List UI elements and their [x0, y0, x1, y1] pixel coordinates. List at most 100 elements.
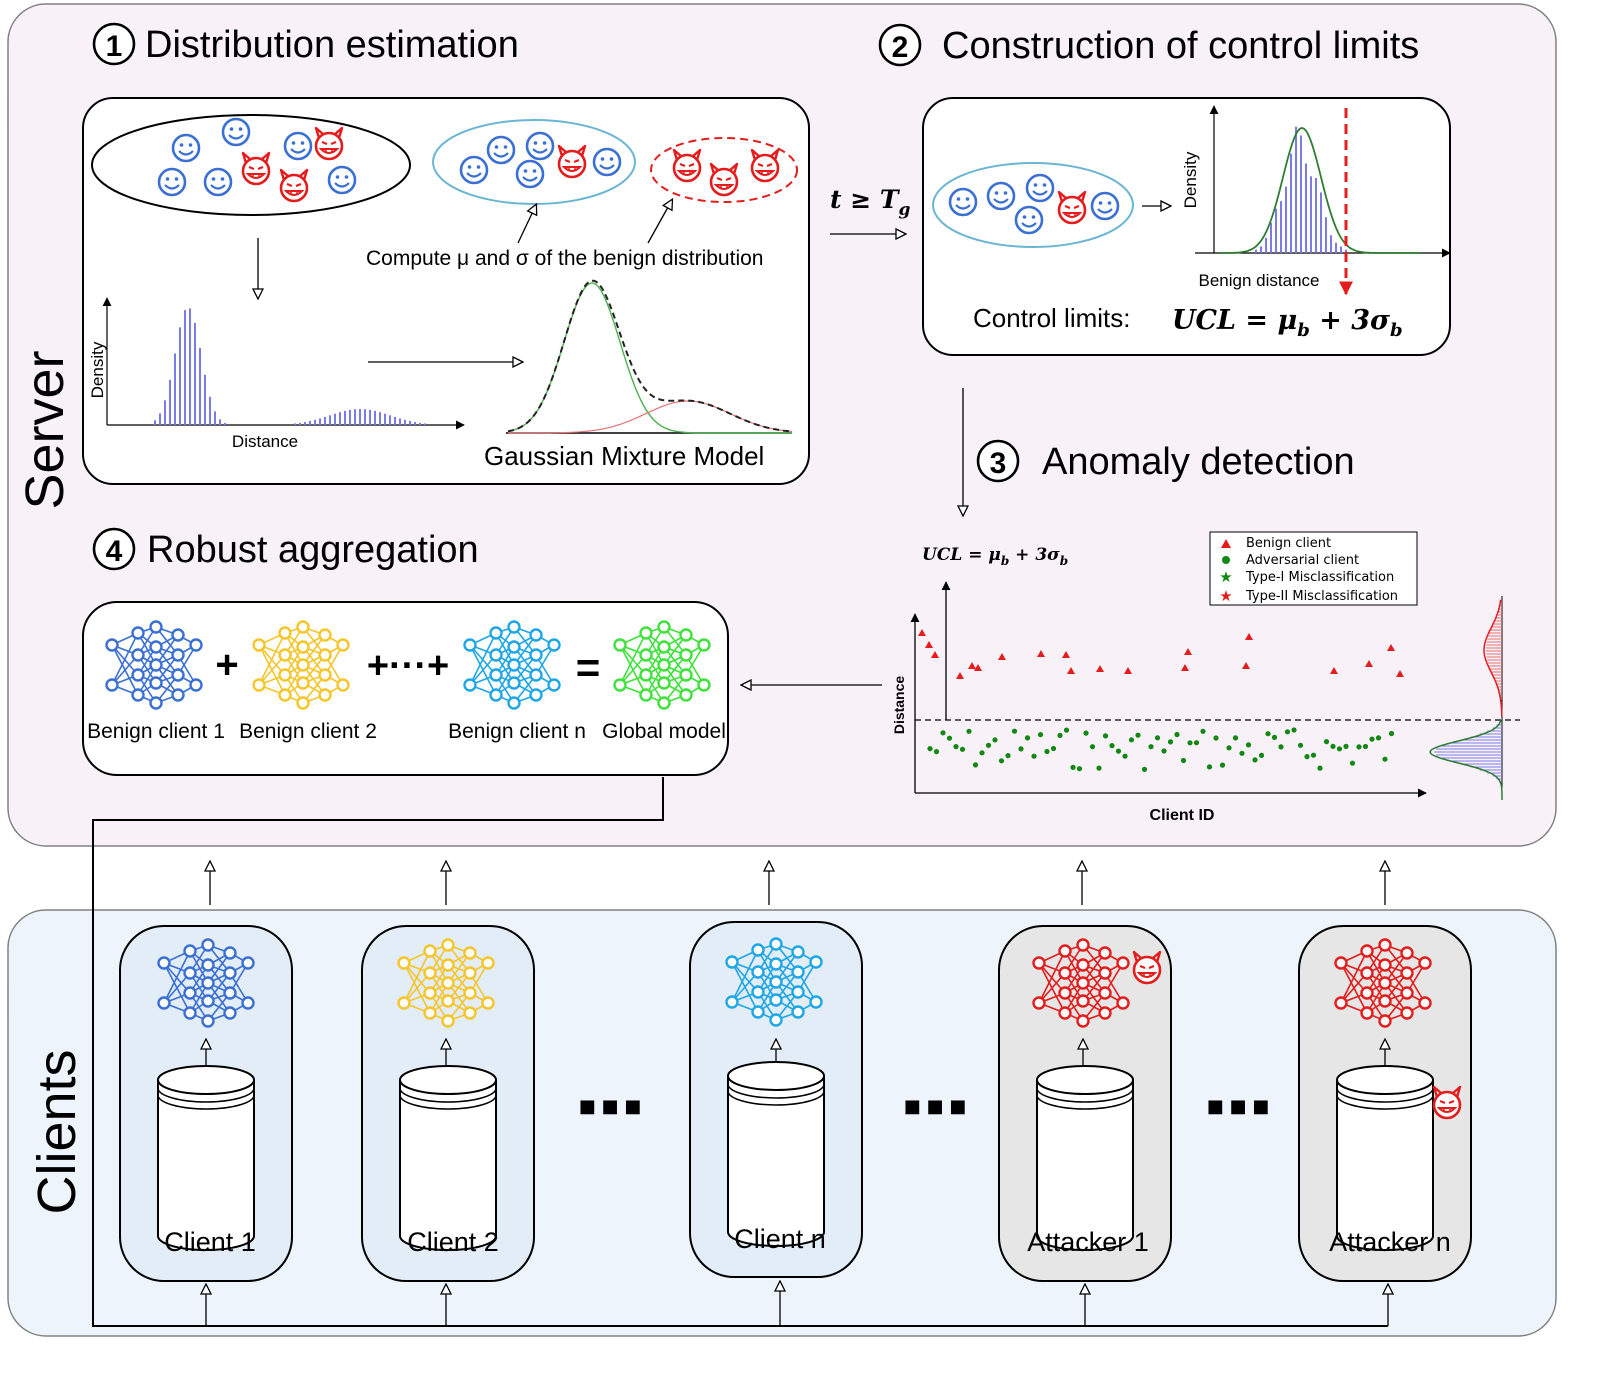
adversarial-client-point [1102, 733, 1109, 739]
adversarial-client-point [1031, 753, 1037, 759]
adversarial-client-point [966, 728, 972, 734]
benign-cluster-ellipse-2 [932, 162, 1134, 248]
benign-client-point [1242, 662, 1250, 669]
control-limits-label: Control limits: [973, 303, 1130, 333]
hist-ylabel: Density [88, 341, 107, 398]
benign-client-point [1396, 670, 1404, 677]
benign-client-point [998, 653, 1006, 660]
clients-label: Clients [27, 1049, 87, 1214]
adversarial-client-point [1154, 735, 1161, 741]
benign-smiley-icon [986, 181, 1016, 211]
benign-smiley-icon [592, 147, 622, 177]
benign-smiley-icon [1014, 205, 1044, 235]
adversarial-client-point [1174, 731, 1180, 738]
adversarial-client-point [1343, 743, 1349, 750]
step4-label: Benign client n [448, 720, 586, 743]
legend-red-triangle-icon [1221, 539, 1231, 548]
adversarial-client-point [1317, 765, 1323, 771]
benign-smiley-icon [459, 155, 489, 185]
adversarial-client-point [1206, 764, 1213, 770]
legend-red-star-icon: ★ [1219, 587, 1232, 605]
benign-smiley-icon [283, 131, 313, 161]
step2-box [922, 97, 1451, 356]
adversarial-client-point [1219, 762, 1226, 768]
client-name: Client 1 [164, 1227, 256, 1257]
attacker-card-1: Attacker 1 [998, 925, 1172, 1282]
adversarial-client-point [933, 749, 940, 755]
adversarial-client-point [1024, 735, 1031, 741]
adversarial-client-point [1018, 746, 1024, 752]
database-icon [1036, 1065, 1134, 1251]
adversarial-client-point [1044, 748, 1050, 755]
step3-title: 3 Anomaly detection [976, 439, 1355, 483]
adversarial-client-point [1005, 753, 1011, 759]
attacker-card-n: Attacker n [1298, 925, 1472, 1282]
clients-ellipsis: ■ ■ ■ [1207, 1096, 1269, 1117]
adversarial-client-point [1115, 748, 1122, 754]
step3-title-text: Anomaly detection [1042, 441, 1355, 483]
attacker-devil-icon [279, 168, 309, 203]
attacker-devil-icon [709, 162, 739, 197]
adversarial-client-point [1070, 764, 1076, 771]
adversarial-client-point [1187, 740, 1193, 746]
plus-sign: + [215, 643, 238, 687]
adversarial-client-point [1063, 727, 1070, 733]
condition-label: t ≥ Tg [830, 185, 911, 220]
benign-client-point [956, 672, 964, 679]
adversarial-client-point [1356, 744, 1362, 750]
database-icon [1336, 1065, 1434, 1251]
adversarial-client-point [959, 746, 966, 752]
benign-smiley-icon [327, 165, 357, 195]
adversarial-client-point [1096, 765, 1102, 771]
adversarial-client-point [1167, 739, 1174, 745]
anomaly-detection-chart: UCL = μb + 3σb Distance Client ID ★ ★ Be… [891, 531, 1520, 824]
legend-item: Adversarial client [1246, 553, 1359, 568]
adversarial-client-point [1076, 766, 1083, 772]
adversarial-client-point [1161, 748, 1167, 754]
adversarial-client-point [1193, 740, 1200, 746]
step4-number: 4 [106, 535, 123, 568]
adversarial-client-point [1278, 744, 1284, 750]
adversarial-client-point [1128, 737, 1135, 743]
benign-client-point [1387, 644, 1395, 651]
benign-client-point [1184, 648, 1192, 655]
step4-title-text: Robust aggregation [147, 529, 479, 571]
step3-number: 3 [990, 447, 1007, 480]
adversarial-client-point [972, 762, 979, 768]
step1-title-text: Distribution estimation [145, 24, 519, 66]
step3-xlabel: Client ID [1150, 807, 1215, 824]
benign-smiley-icon [157, 167, 187, 197]
client-card-1: Client 1 [119, 925, 293, 1282]
client-name: Client n [734, 1224, 826, 1254]
benign-smiley-icon [525, 131, 555, 161]
step4-label: Global model [602, 720, 726, 743]
benign-smiley-icon [1025, 173, 1055, 203]
adversarial-client-point [1271, 734, 1278, 741]
attacker-devil-icon [241, 151, 271, 186]
compute-label: Compute μ and σ of the benign distributi… [366, 247, 763, 270]
benign-client-point [1062, 651, 1070, 658]
step2-title: 2 Construction of control limits [878, 23, 1419, 67]
legend-green-circle-icon [1222, 556, 1230, 564]
benign-client-point [1330, 667, 1338, 674]
benign-client-point [1124, 667, 1132, 674]
step4-title: 4 Robust aggregation [92, 527, 479, 571]
clients-ellipsis: ■ ■ ■ [579, 1096, 641, 1117]
adversarial-client-point [1388, 730, 1395, 737]
benign-client-point [1365, 660, 1373, 667]
adversarial-client-point [1050, 745, 1057, 752]
adversarial-client-point [1304, 754, 1310, 760]
adversarial-client-point [1349, 760, 1356, 766]
database-icon [399, 1065, 497, 1251]
adversarial-client-point [1382, 756, 1388, 762]
benign-client-point [1096, 665, 1104, 672]
server-label: Server [15, 350, 75, 509]
database-icon [727, 1061, 825, 1247]
attacker-devil-icon [1132, 950, 1162, 985]
adversarial-client-point [1226, 745, 1232, 751]
step2-ylabel: Density [1181, 151, 1200, 208]
step4-label: Benign client 1 [87, 720, 225, 743]
adversarial-client-point [1011, 728, 1018, 734]
adversarial-client-point [1369, 736, 1375, 742]
